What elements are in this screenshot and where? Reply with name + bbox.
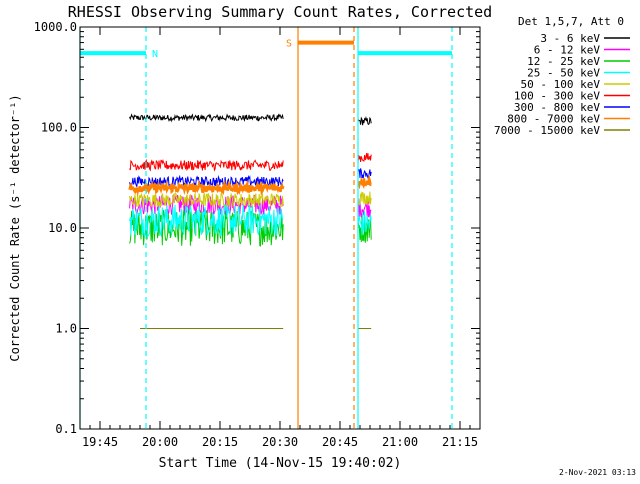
legend-label-0: 3 - 6 keV — [540, 32, 600, 45]
chart-axes: 19:45 20:00 20:15 20:30 20:45 21:00 21:15 0.1 1.… — [34, 20, 481, 449]
series-line-3-1 — [357, 211, 372, 236]
series-line-7-0 — [128, 179, 285, 197]
series-line-6-1 — [357, 168, 372, 179]
series-line-0-1 — [357, 115, 372, 126]
y-tick-label-0: 0.1 — [55, 422, 77, 436]
series-line-5-1 — [357, 153, 372, 163]
x-tick-label-2: 20:15 — [202, 435, 238, 449]
legend-label-5: 100 - 300 keV — [514, 90, 600, 103]
legend-label-1: 6 - 12 keV — [534, 44, 601, 57]
x-tick-label-6: 21:15 — [442, 435, 478, 449]
x-tick-label-3: 20:30 — [262, 435, 298, 449]
legend-header: Det 1,5,7, Att 0 — [518, 15, 624, 28]
x-tick-label-0: 19:45 — [82, 435, 118, 449]
series-line-7-1 — [357, 174, 372, 190]
x-tick-label-1: 20:00 — [142, 435, 178, 449]
y-tick-label-4: 1000.0 — [34, 20, 77, 34]
x-tick-label-4: 20:45 — [322, 435, 358, 449]
footer-timestamp: 2-Nov-2021 03:13 — [559, 468, 636, 477]
legend-label-3: 25 - 50 keV — [527, 67, 600, 80]
chart-title: RHESSI Observing Summary Count Rates, Co… — [68, 3, 492, 21]
legend-label-4: 50 - 100 keV — [521, 78, 601, 91]
y-tick-label-2: 10.0 — [48, 221, 77, 235]
series-line-0-0 — [129, 113, 284, 123]
series-line-4-1 — [357, 191, 372, 206]
series-line-5-0 — [129, 158, 284, 172]
series-line-3-0 — [129, 204, 284, 238]
annotation-label-0: N — [152, 49, 158, 60]
series-line-6-0 — [129, 174, 284, 189]
chart-marks — [128, 113, 372, 329]
legend-label-2: 12 - 25 keV — [527, 55, 600, 68]
x-axis-label: Start Time (14-Nov-15 19:40:02) — [159, 456, 402, 471]
legend-label-7: 800 - 7000 keV — [507, 113, 600, 126]
y-axis-label: Corrected Count Rate (s⁻¹ detector⁻¹) — [8, 94, 22, 361]
legend-label-8: 7000 - 15000 keV — [494, 124, 600, 137]
x-tick-label-5: 21:00 — [382, 435, 418, 449]
y-tick-label-3: 100.0 — [41, 121, 77, 135]
series-line-4-0 — [129, 192, 284, 208]
annotation-label-1: S — [286, 39, 292, 50]
legend-label-6: 300 - 800 keV — [514, 101, 600, 114]
y-tick-label-1: 1.0 — [55, 322, 77, 336]
series-line-1-0 — [129, 194, 284, 216]
